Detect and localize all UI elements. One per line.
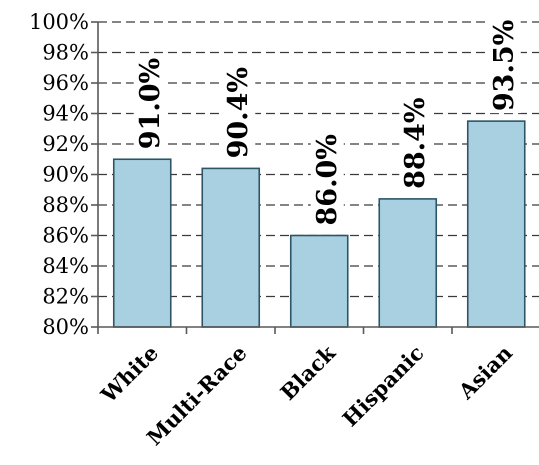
data-label: 88.4%	[400, 97, 431, 188]
y-tick-label: 96%	[42, 71, 89, 95]
axes	[91, 21, 539, 334]
bar-asian	[466, 120, 526, 328]
x-category-label: White	[95, 340, 163, 408]
bars	[112, 120, 526, 328]
y-tick-label: 94%	[42, 102, 89, 126]
x-category-label: Asian	[453, 340, 517, 404]
data-label: 86.0%	[312, 134, 343, 225]
x-category-label: Black	[275, 340, 340, 405]
data-label: 93.5%	[489, 20, 520, 111]
data-label-backdrop	[487, 17, 521, 114]
y-tick-label: 80%	[42, 315, 89, 339]
data-label-backdrop	[222, 64, 256, 161]
data-label-backdrop	[133, 55, 167, 152]
bar-hispanic	[378, 198, 438, 328]
bar-multi-race	[201, 167, 261, 328]
labels: 80%82%84%86%88%90%92%94%96%98%100%WhiteM…	[29, 10, 521, 450]
data-label-backdrop	[310, 132, 344, 228]
data-label: 91.0%	[135, 58, 166, 149]
y-tick-label: 90%	[42, 163, 89, 187]
y-tick-label: 98%	[42, 41, 89, 65]
y-tick-label: 88%	[42, 193, 89, 217]
y-tick-label: 100%	[29, 10, 89, 34]
data-label: 90.4%	[223, 67, 254, 158]
data-label-backdrop	[399, 95, 433, 191]
bar-white	[112, 158, 172, 328]
gridlines	[98, 21, 539, 298]
y-tick-label: 92%	[42, 132, 89, 156]
x-category-label: Hispanic	[337, 340, 428, 431]
y-tick-label: 82%	[42, 285, 89, 309]
bar-black	[289, 234, 349, 328]
y-tick-label: 84%	[42, 254, 89, 278]
y-tick-label: 86%	[42, 224, 89, 248]
